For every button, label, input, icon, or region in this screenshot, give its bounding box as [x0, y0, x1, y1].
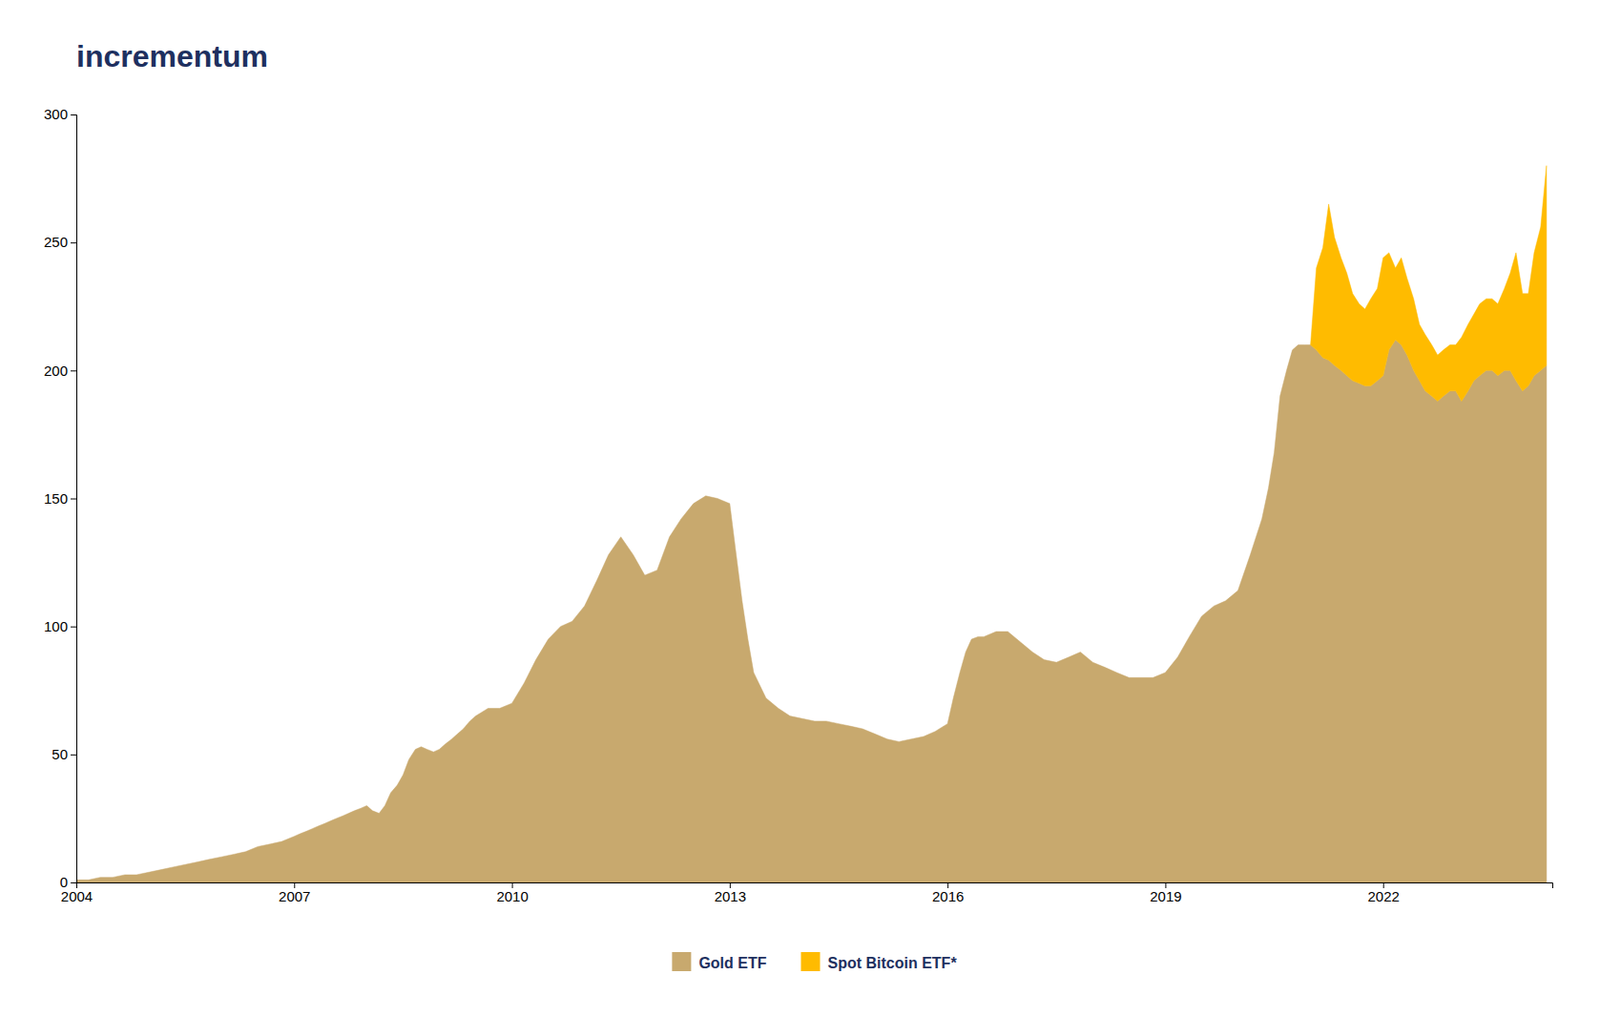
x-tick: 2016 [932, 882, 964, 905]
x-tick-label: 2016 [932, 888, 964, 905]
y-tick: 100 [43, 618, 77, 635]
y-tick-label: 0 [60, 873, 68, 891]
y-tick-label: 250 [43, 233, 68, 250]
legend-item: Spot Bitcoin ETF* [801, 952, 958, 972]
legend-label: Spot Bitcoin ETF* [828, 955, 958, 972]
x-tick-label: 2013 [714, 888, 747, 905]
annotation: incrementum [76, 39, 269, 74]
y-tick-mark [70, 242, 77, 244]
legend-label: Gold ETF [698, 955, 767, 972]
legend: Gold ETF Spot Bitcoin ETF* [671, 952, 957, 972]
y-tick-mark [70, 498, 77, 500]
chart-container: 2004200720102013201620192022050100150200… [0, 0, 1600, 1016]
y-axis: 0 50 100 150 200 250 300 [43, 105, 78, 891]
y-tick-mark [70, 754, 77, 756]
area-1 [1310, 166, 1547, 402]
y-tick-label: 100 [43, 618, 68, 635]
x-tick: 2007 [278, 882, 311, 905]
y-tick-mark [70, 370, 77, 372]
y-tick-label: 200 [43, 362, 68, 379]
y-tick-label: 300 [43, 105, 68, 123]
x-tick-label: 2007 [278, 888, 311, 905]
y-tick-label: 50 [51, 746, 68, 763]
y-tick: 200 [43, 362, 77, 379]
area-0 [76, 339, 1547, 883]
legend-item: Gold ETF [671, 952, 767, 972]
legend-swatch [801, 952, 821, 972]
x-tick-label: 2010 [496, 888, 528, 905]
y-tick: 300 [43, 105, 77, 123]
y-tick-mark [70, 882, 77, 884]
x-tick: 2022 [1368, 882, 1400, 905]
plot-area [76, 166, 1547, 883]
x-tick-label: 2019 [1149, 888, 1182, 905]
x-tick-label: 2022 [1368, 888, 1400, 905]
y-tick: 50 [51, 746, 77, 763]
y-tick: 0 [60, 873, 77, 891]
x-axis: 2004200720102013201620192022 [61, 882, 1554, 905]
y-tick-mark [70, 114, 77, 116]
y-tick: 150 [43, 490, 77, 507]
legend-swatch [671, 952, 691, 972]
y-axis-line [70, 115, 78, 884]
x-tick: 2010 [496, 882, 528, 905]
y-tick-mark [70, 626, 77, 628]
y-tick-label: 150 [43, 490, 68, 507]
chart-svg: 2004200720102013201620192022050100150200… [0, 0, 1600, 1016]
x-tick: 2019 [1149, 882, 1182, 905]
x-tick: 2013 [714, 882, 747, 905]
y-tick: 250 [43, 233, 77, 250]
